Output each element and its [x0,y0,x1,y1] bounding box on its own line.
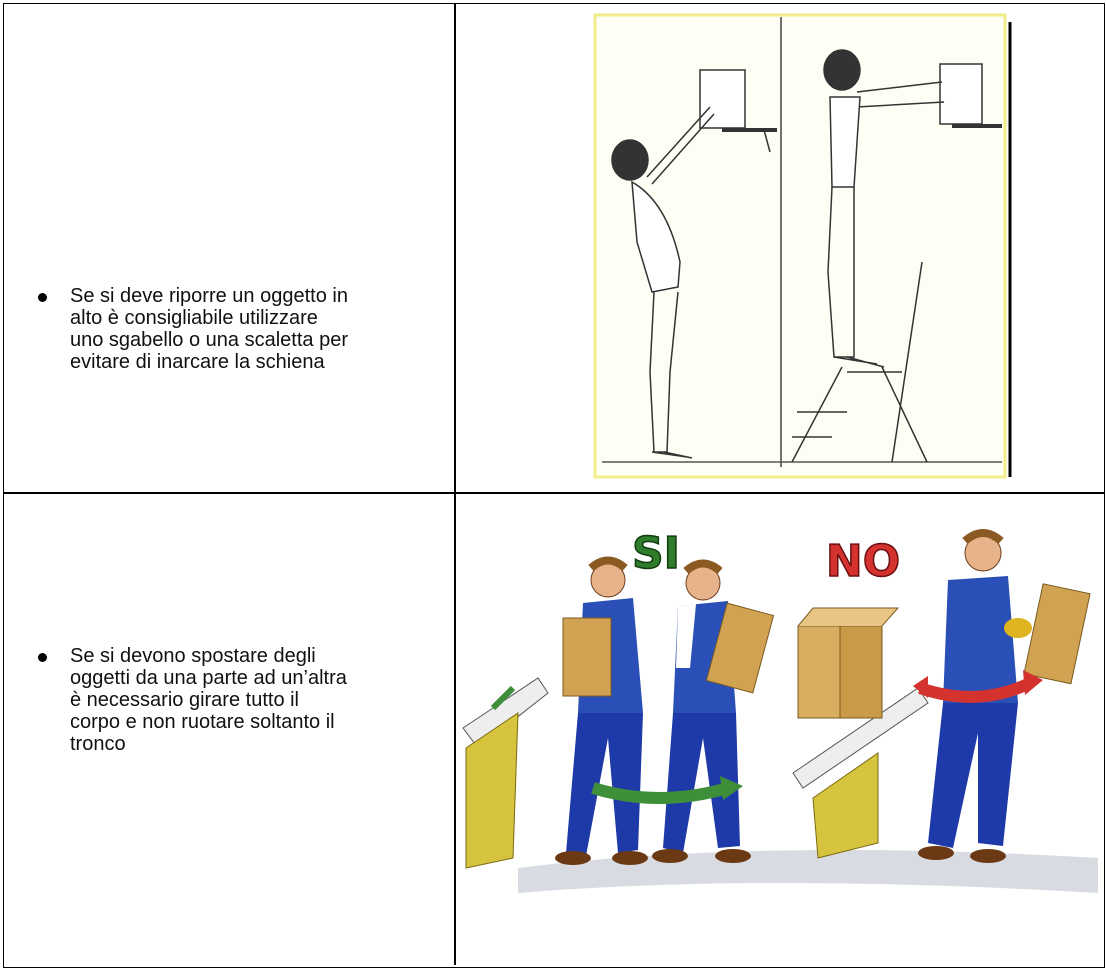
paragraph: Se si deve riporre un oggetto in alto è … [70,285,348,373]
text-line: tronco [70,733,126,755]
text-line: è necessario girare tutto il [70,689,300,711]
illustration-turning [462,529,1098,893]
illustration-stool [593,13,1012,479]
label-si: SI [632,528,680,579]
text-line: corpo e non ruotare soltanto il [70,711,335,733]
column-divider [454,3,456,965]
bullet [38,293,47,302]
text-line: evitare di inarcare la schiena [70,351,325,373]
labels-layer: SI NO [631,527,901,588]
bullet [38,653,47,662]
text-line: Se si devono spostare degli [70,645,316,667]
text-line: Se si deve riporre un oggetto in [70,285,348,307]
paragraph: Se si devono spostare degli oggetti da u… [70,645,347,755]
text-line: alto è consigliabile utilizzare [70,307,318,329]
text-line: uno sgabello o una scaletta per [70,329,348,351]
text-line: oggetti da una parte ad un’altra [70,667,347,689]
label-no: NO [826,536,900,587]
row-divider [3,492,1105,494]
